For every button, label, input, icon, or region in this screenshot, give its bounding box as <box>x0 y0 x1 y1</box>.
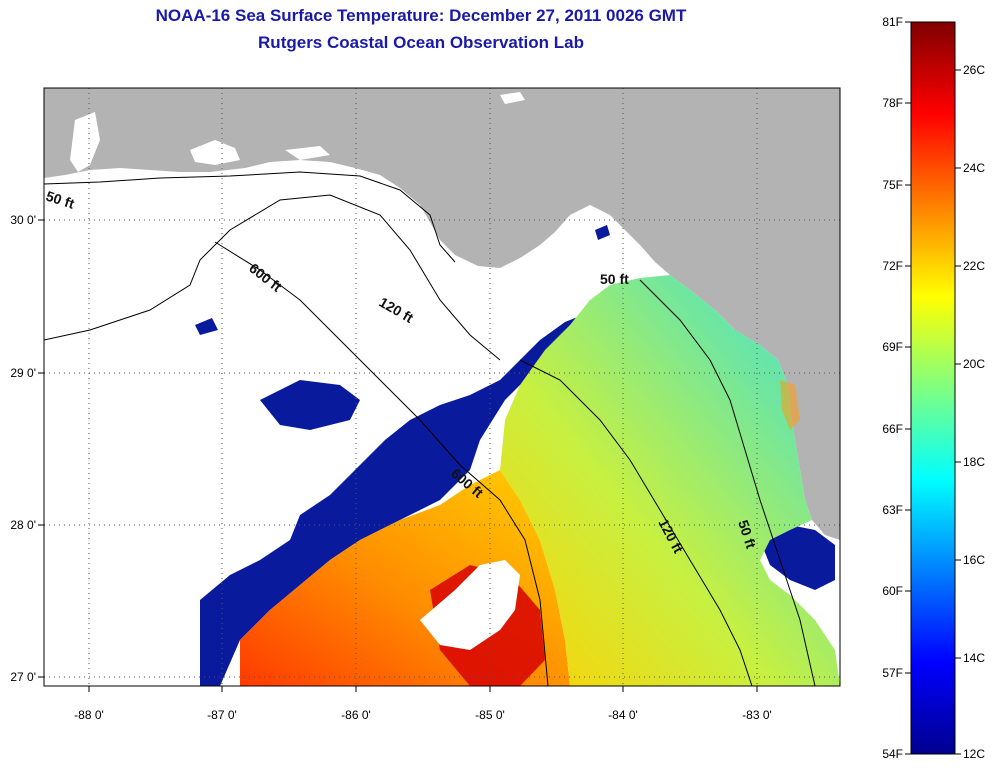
lat-tick-label: 27 0' <box>10 670 36 684</box>
colorbar-f-label: 72F <box>882 259 903 273</box>
map-subtitle: Rutgers Coastal Ocean Observation Lab <box>258 33 584 52</box>
colorbar-f-label: 63F <box>882 503 903 517</box>
colorbar-f-label: 54F <box>882 747 903 761</box>
colorbar-f-label: 81F <box>882 15 903 29</box>
cold-water-region <box>760 525 835 590</box>
colorbar-c-label: 24C <box>963 161 985 175</box>
lon-tick-label: -88 0' <box>74 708 104 722</box>
colorbar-c-label: 20C <box>963 357 985 371</box>
map-title: NOAA-16 Sea Surface Temperature: Decembe… <box>155 6 687 25</box>
colorbar-f-label: 78F <box>882 96 903 110</box>
cold-water-region <box>195 318 218 335</box>
colorbar-f-label: 66F <box>882 422 903 436</box>
bathymetry-contours <box>44 171 816 686</box>
lat-tick-label: 28 0' <box>10 518 36 532</box>
cold-water-region <box>200 305 610 686</box>
axis-ticks <box>38 219 758 692</box>
colorbar-f-label: 60F <box>882 584 903 598</box>
colorbar <box>910 21 956 755</box>
map-frame <box>43 87 841 687</box>
colorbar-c-label: 16C <box>963 553 985 567</box>
colorbar-c-label: 12C <box>963 747 985 761</box>
colorbar-f-label: 69F <box>882 340 903 354</box>
colorbar-c-label: 22C <box>963 259 985 273</box>
bay-feature <box>285 146 330 160</box>
contour-label: 50 ft <box>600 271 629 287</box>
shelf-edge-orange <box>780 380 800 430</box>
colorbar-c-label: 18C <box>963 455 985 469</box>
lat-tick-label: 30 0' <box>10 213 36 227</box>
cold-water-region <box>595 225 610 240</box>
lat-tick-label: 29 0' <box>10 366 36 380</box>
bay-feature <box>190 140 240 165</box>
colorbar-c-label: 26C <box>963 63 985 77</box>
lon-tick-label: -86 0' <box>341 708 371 722</box>
land-mass <box>44 88 840 540</box>
cloud-patch <box>420 560 520 650</box>
bay-feature <box>500 92 525 104</box>
colorbar-f-label: 57F <box>882 666 903 680</box>
colorbar-f-label: 75F <box>882 178 903 192</box>
lon-tick-label: -83 0' <box>742 708 772 722</box>
colorbar-c-label: 14C <box>963 651 985 665</box>
lon-tick-label: -84 0' <box>608 708 638 722</box>
lon-tick-label: -85 0' <box>475 708 505 722</box>
shelf-water-region <box>500 275 840 686</box>
cold-water-region <box>260 380 360 430</box>
colorbar-ticks <box>905 21 961 755</box>
lon-tick-label: -87 0' <box>207 708 237 722</box>
bay-feature <box>70 112 100 172</box>
